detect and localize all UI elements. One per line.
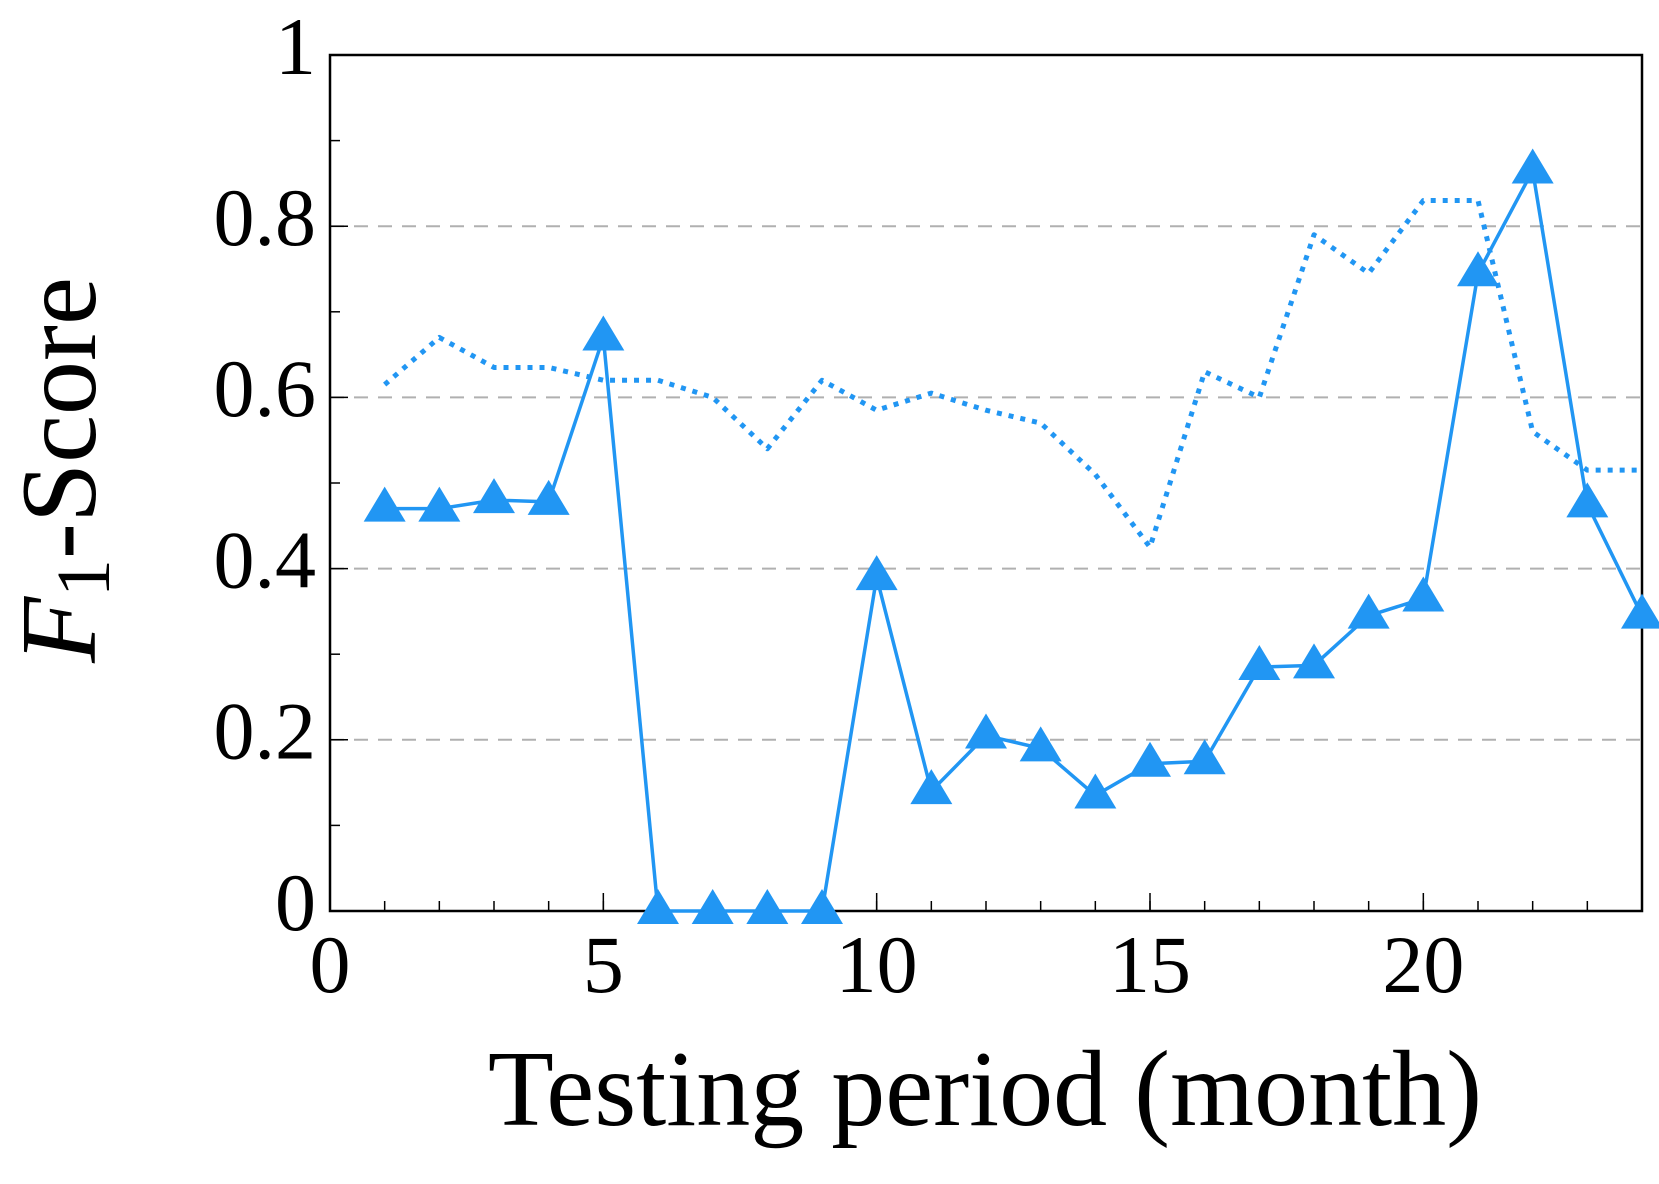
marker [1238,645,1281,681]
x-tick-label: 0 [310,919,351,1010]
marker [746,889,789,924]
y-tick-label: 0.8 [214,172,317,263]
y-tick-label: 0.6 [214,343,317,434]
marker [801,889,843,924]
marker [527,479,570,515]
marker [1511,148,1554,184]
marker [1457,251,1499,287]
y-axis-label: F1-Score [0,277,126,664]
plot-frame [328,53,1644,913]
marker [1621,593,1659,629]
y-tick-label: 0.2 [214,686,317,777]
y-tick-label: 0 [275,857,316,948]
marker [855,555,898,591]
y-tick-label: 0.4 [214,514,317,605]
series-line [384,168,1644,913]
marker [1019,726,1062,762]
marker [1402,576,1445,612]
x-axis-label: Testing period (month) [488,1030,1482,1149]
y-label-rest: -Score [0,277,119,559]
x-tick-label: 15 [1109,919,1191,1010]
x-tick-label: 10 [836,919,918,1010]
marker [1347,593,1390,629]
y-tick-label: 1 [275,1,316,92]
x-tick-label: 20 [1382,919,1464,1010]
marker [1566,482,1609,518]
x-tick-label: 5 [583,919,624,1010]
marker [637,889,679,924]
marker [1183,739,1226,775]
y-label-main: F [0,596,119,664]
marker [910,769,953,805]
marker [1293,643,1335,679]
series-line [383,198,1642,550]
marker [1129,741,1171,777]
marker [363,486,406,522]
y-label-subscript: 1 [42,559,126,597]
marker [1074,773,1117,809]
marker [418,486,461,522]
marker [582,315,625,351]
marker [691,889,734,924]
marker [473,478,515,514]
marker [965,713,1007,749]
